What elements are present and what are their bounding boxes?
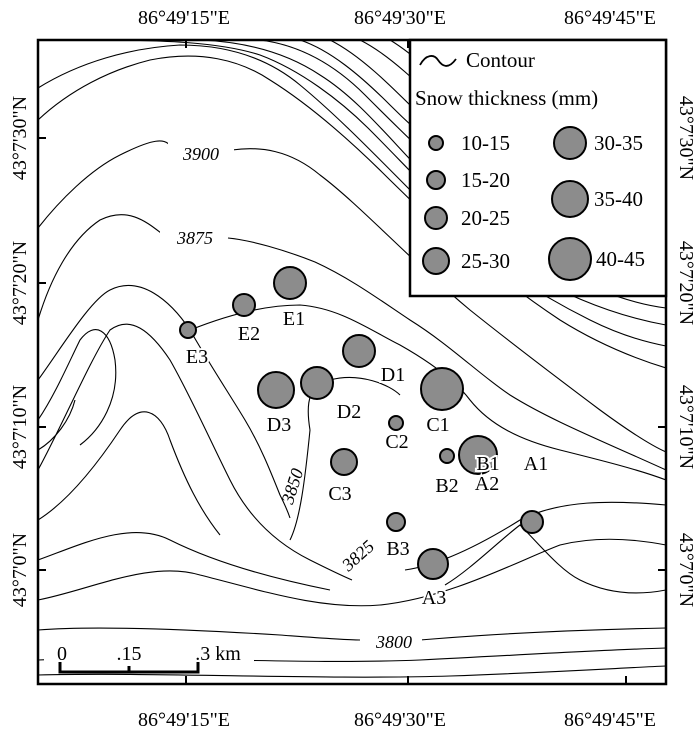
contour-label-3850: 3850 bbox=[277, 466, 307, 507]
site-marker-c3 bbox=[330, 448, 358, 476]
site-label-b3: B3 bbox=[386, 538, 409, 560]
right-tick-label: 43°7'20"N bbox=[675, 241, 697, 325]
contour-3900 bbox=[38, 140, 666, 453]
site-marker-e2 bbox=[232, 293, 256, 317]
legend-class-label: 40-45 bbox=[596, 247, 645, 271]
right-tick-label: 43°7'0"N bbox=[675, 533, 697, 607]
site-label-d3: D3 bbox=[267, 414, 291, 436]
legend-contour-label: Contour bbox=[466, 48, 535, 72]
site-marker-e3 bbox=[179, 321, 197, 339]
right-tick-label: 43°7'30"N bbox=[675, 96, 697, 180]
site-label-c3: C3 bbox=[328, 483, 351, 505]
legend-class-label: 10-15 bbox=[461, 131, 510, 155]
top-tick-label: 86°49'45"E bbox=[564, 7, 656, 29]
legend-marker-35-40 bbox=[551, 180, 589, 218]
contour-label-3875: 3875 bbox=[176, 228, 213, 248]
contour-label-3900: 3900 bbox=[182, 144, 219, 164]
site-marker-b3 bbox=[386, 512, 406, 532]
site-label-e1: E1 bbox=[283, 308, 305, 330]
site-label-d2: D2 bbox=[337, 401, 361, 423]
site-label-b1: B1 bbox=[476, 453, 499, 475]
legend-class-label: 25-30 bbox=[461, 249, 510, 273]
legend-class-label: 30-35 bbox=[594, 131, 643, 155]
site-label-e2: E2 bbox=[238, 323, 260, 345]
site-label-a3: A3 bbox=[422, 587, 446, 609]
scale-label-0: 0 bbox=[57, 643, 67, 665]
legend-marker-15-20 bbox=[426, 170, 446, 190]
site-label-a2: A2 bbox=[475, 473, 499, 495]
site-marker-d1 bbox=[342, 334, 376, 368]
site-marker-d2 bbox=[300, 366, 334, 400]
site-marker-a1 bbox=[520, 510, 544, 534]
site-marker-c2 bbox=[388, 415, 404, 431]
left-tick-label: 43°7'20"N bbox=[9, 241, 31, 325]
legend-marker-25-30 bbox=[422, 247, 450, 275]
right-tick-label: 43°7'10"N bbox=[675, 385, 697, 469]
site-marker-b1 bbox=[458, 435, 498, 475]
top-tick-label: 86°49'30"E bbox=[354, 7, 446, 29]
left-tick-label: 43°7'0"N bbox=[9, 533, 31, 607]
contour-label-3800: 3800 bbox=[375, 632, 412, 652]
contour-3850-west bbox=[38, 285, 291, 519]
legend-marker-10-15 bbox=[428, 135, 444, 151]
site-label-c2: C2 bbox=[385, 431, 408, 453]
map-frame bbox=[36, 38, 668, 686]
site-marker-d3 bbox=[257, 371, 295, 409]
site-marker-a3 bbox=[417, 548, 449, 580]
top-tick-label: 86°49'15"E bbox=[138, 7, 230, 29]
legend-marker-20-25 bbox=[424, 206, 448, 230]
site-labels: A1 bbox=[522, 451, 550, 477]
sampling-sites bbox=[179, 266, 544, 580]
site-marker-e1 bbox=[273, 266, 307, 300]
scale-label-end: .3 km bbox=[195, 643, 241, 665]
legend-class-label: 20-25 bbox=[461, 206, 510, 230]
contour-legend-symbol bbox=[419, 55, 457, 67]
bottom-tick-label: 86°49'45"E bbox=[564, 709, 656, 731]
site-label-group: A2 A3 B1 B2 B3 C1 C2 C3 D1 D2 D3 E1 E2 E… bbox=[184, 306, 502, 611]
bottom-tick-label: 86°49'15"E bbox=[138, 709, 230, 731]
left-tick-label: 43°7'30"N bbox=[9, 96, 31, 180]
legend-box bbox=[408, 38, 668, 298]
left-tick-label: 43°7'10"N bbox=[9, 385, 31, 469]
scale-bar-line bbox=[58, 662, 200, 674]
scale-label-mid: .15 bbox=[117, 643, 142, 665]
bottom-tick-label: 86°49'30"E bbox=[354, 709, 446, 731]
site-marker-c1 bbox=[420, 367, 464, 411]
site-label-b2: B2 bbox=[435, 475, 458, 497]
legend-class-label: 35-40 bbox=[594, 187, 643, 211]
contour-labels: 3900 3875 3850 3825 3800 bbox=[160, 140, 422, 652]
legend-class-label: 15-20 bbox=[461, 168, 510, 192]
contour-3875 bbox=[38, 214, 666, 471]
scale-bar: 0 .15 .3 km bbox=[44, 640, 254, 674]
site-label-d1: D1 bbox=[381, 364, 405, 386]
site-marker-b2 bbox=[439, 448, 455, 464]
contour-label-3825: 3825 bbox=[337, 536, 378, 576]
legend: Contour Snow thickness (mm) 10-15 15-20 … bbox=[408, 38, 668, 298]
legend-marker-40-45 bbox=[548, 237, 592, 281]
legend-title: Snow thickness (mm) bbox=[415, 86, 598, 110]
legend-marker-30-35 bbox=[553, 126, 587, 160]
site-label-e3: E3 bbox=[186, 346, 208, 368]
site-label-a1: A1 bbox=[524, 453, 548, 475]
contour-3800 bbox=[38, 627, 666, 641]
site-label-c1: C1 bbox=[426, 414, 449, 436]
